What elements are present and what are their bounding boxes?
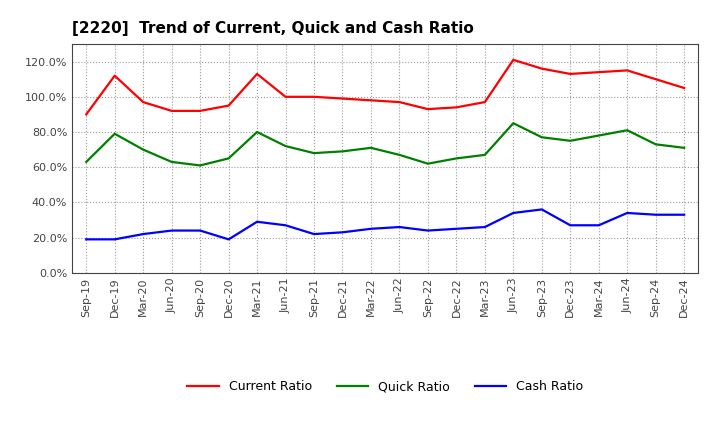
Quick Ratio bbox=[139, 147, 148, 152]
Current Ratio bbox=[566, 71, 575, 77]
Cash Ratio bbox=[395, 224, 404, 230]
Quick Ratio bbox=[196, 163, 204, 168]
Current Ratio bbox=[680, 85, 688, 91]
Current Ratio bbox=[652, 77, 660, 82]
Current Ratio bbox=[225, 103, 233, 108]
Cash Ratio bbox=[680, 212, 688, 217]
Cash Ratio bbox=[652, 212, 660, 217]
Quick Ratio bbox=[595, 133, 603, 138]
Current Ratio bbox=[509, 57, 518, 62]
Quick Ratio bbox=[110, 131, 119, 136]
Cash Ratio bbox=[595, 223, 603, 228]
Line: Cash Ratio: Cash Ratio bbox=[86, 209, 684, 239]
Current Ratio bbox=[452, 105, 461, 110]
Cash Ratio bbox=[310, 231, 318, 237]
Current Ratio bbox=[82, 112, 91, 117]
Quick Ratio bbox=[225, 156, 233, 161]
Text: [2220]  Trend of Current, Quick and Cash Ratio: [2220] Trend of Current, Quick and Cash … bbox=[72, 21, 474, 36]
Quick Ratio bbox=[680, 145, 688, 150]
Quick Ratio bbox=[366, 145, 375, 150]
Quick Ratio bbox=[167, 159, 176, 165]
Cash Ratio bbox=[282, 223, 290, 228]
Quick Ratio bbox=[480, 152, 489, 158]
Cash Ratio bbox=[338, 230, 347, 235]
Cash Ratio bbox=[423, 228, 432, 233]
Current Ratio bbox=[423, 106, 432, 112]
Cash Ratio bbox=[366, 226, 375, 231]
Quick Ratio bbox=[537, 135, 546, 140]
Current Ratio bbox=[196, 108, 204, 114]
Cash Ratio bbox=[167, 228, 176, 233]
Quick Ratio bbox=[310, 150, 318, 156]
Quick Ratio bbox=[509, 121, 518, 126]
Current Ratio bbox=[282, 94, 290, 99]
Current Ratio bbox=[480, 99, 489, 105]
Line: Current Ratio: Current Ratio bbox=[86, 60, 684, 114]
Cash Ratio bbox=[509, 210, 518, 216]
Current Ratio bbox=[139, 99, 148, 105]
Current Ratio bbox=[338, 96, 347, 101]
Cash Ratio bbox=[253, 219, 261, 224]
Quick Ratio bbox=[338, 149, 347, 154]
Current Ratio bbox=[623, 68, 631, 73]
Legend: Current Ratio, Quick Ratio, Cash Ratio: Current Ratio, Quick Ratio, Cash Ratio bbox=[182, 375, 588, 398]
Quick Ratio bbox=[395, 152, 404, 158]
Quick Ratio bbox=[452, 156, 461, 161]
Quick Ratio bbox=[423, 161, 432, 166]
Cash Ratio bbox=[623, 210, 631, 216]
Cash Ratio bbox=[480, 224, 489, 230]
Quick Ratio bbox=[282, 143, 290, 149]
Cash Ratio bbox=[139, 231, 148, 237]
Quick Ratio bbox=[566, 138, 575, 143]
Quick Ratio bbox=[253, 129, 261, 135]
Quick Ratio bbox=[652, 142, 660, 147]
Cash Ratio bbox=[225, 237, 233, 242]
Quick Ratio bbox=[82, 159, 91, 165]
Cash Ratio bbox=[82, 237, 91, 242]
Current Ratio bbox=[310, 94, 318, 99]
Current Ratio bbox=[537, 66, 546, 71]
Current Ratio bbox=[595, 70, 603, 75]
Current Ratio bbox=[110, 73, 119, 78]
Quick Ratio bbox=[623, 128, 631, 133]
Cash Ratio bbox=[452, 226, 461, 231]
Cash Ratio bbox=[110, 237, 119, 242]
Cash Ratio bbox=[196, 228, 204, 233]
Line: Quick Ratio: Quick Ratio bbox=[86, 123, 684, 165]
Cash Ratio bbox=[566, 223, 575, 228]
Current Ratio bbox=[395, 99, 404, 105]
Current Ratio bbox=[253, 71, 261, 77]
Current Ratio bbox=[366, 98, 375, 103]
Current Ratio bbox=[167, 108, 176, 114]
Cash Ratio bbox=[537, 207, 546, 212]
